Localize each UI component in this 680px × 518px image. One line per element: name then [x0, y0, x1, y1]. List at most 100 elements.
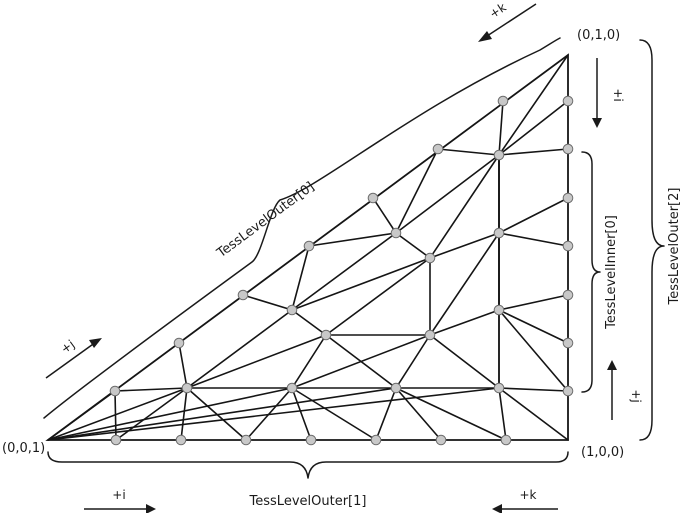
- brace-right-outer: [639, 39, 665, 441]
- mesh-edge-r2-i12: [498, 148, 569, 156]
- mesh-edge-i3-i7: [395, 334, 431, 389]
- mesh-vertex-i4: [493, 382, 505, 394]
- corner-label-top: (0,1,0): [577, 28, 620, 43]
- mesh-edge-A-i4: [47, 387, 500, 441]
- mesh-edge-r7-i4: [498, 387, 569, 392]
- mesh-edge-i4-i7: [429, 334, 500, 389]
- mesh-edge-r7-i8: [498, 309, 569, 392]
- mesh-edge-b7-i3: [395, 387, 507, 441]
- mesh-edge-i9-i12: [395, 154, 500, 234]
- mesh-edge-i6-i10: [325, 257, 431, 336]
- mesh-edge-h6-i12: [437, 148, 500, 156]
- mesh-edge-i1-i6: [186, 334, 327, 389]
- mesh-edge-r3-i11: [498, 197, 569, 234]
- mesh-vertex-h2: [173, 337, 185, 349]
- mesh-edge-h3-i5: [242, 294, 293, 311]
- arrow-label-bottom-i: +i: [112, 488, 125, 502]
- mesh-vertex-i12: [493, 149, 505, 161]
- mesh-vertex-r6: [562, 337, 574, 349]
- mesh-vertex-h3: [237, 289, 249, 301]
- arrow-bottom-k: [492, 504, 558, 514]
- mesh-vertices: [109, 95, 574, 446]
- mesh-vertex-i7: [424, 329, 436, 341]
- mesh-edge-b1-i1: [115, 387, 188, 441]
- arrow-down-i: [592, 58, 602, 128]
- mesh-edge-h6-i9: [395, 148, 439, 234]
- mesh-edge-i7-i8: [429, 309, 500, 336]
- mesh-vertex-h7: [497, 95, 509, 107]
- mesh-edge-h2-i1: [178, 342, 188, 389]
- arrow-label-diag-j: +j: [58, 337, 77, 356]
- mesh-edge-h5-i9: [372, 197, 397, 234]
- mesh-vertex-i11: [493, 227, 505, 239]
- arrow-diag-j: [45, 338, 102, 379]
- mesh-vertex-b7: [500, 434, 512, 446]
- mesh-edge-i5-i10: [291, 257, 431, 311]
- mesh-edge-r4-i11: [498, 232, 569, 247]
- mesh-vertex-r3: [562, 192, 574, 204]
- mesh-vertex-b3: [240, 434, 252, 446]
- label-tesslevelouter-1: TessLevelOuter[1]: [249, 494, 367, 509]
- arrow-label-bottom-k: +k: [519, 488, 536, 502]
- mesh-edge-i5-i9: [291, 232, 397, 311]
- mesh-edge-C-i12: [498, 54, 569, 156]
- mesh-edge-b5-i3: [375, 387, 397, 441]
- arrow-label-top-k: +k: [487, 0, 509, 21]
- mesh-edge-i7-i11: [429, 232, 500, 336]
- mesh-edge-h7-i12: [498, 100, 504, 156]
- mesh-edge-i3-i6: [325, 334, 397, 389]
- corner-label-bottom-left: (0,0,1): [2, 441, 45, 456]
- mesh-vertex-b6: [435, 434, 447, 446]
- mesh-edge-b5-i2: [291, 387, 377, 441]
- mesh-edges: [47, 54, 569, 441]
- mesh-vertex-r4: [562, 240, 574, 252]
- mesh-edge-h4-i9: [308, 232, 397, 247]
- mesh-edge-b7-i4: [498, 387, 507, 441]
- mesh-edge-A-i1: [47, 387, 188, 441]
- mesh-vertex-r5: [562, 289, 574, 301]
- mesh-vertex-i1: [181, 382, 193, 394]
- mesh-vertex-h4: [303, 240, 315, 252]
- arrow-label-down-i: +i: [611, 88, 625, 101]
- mesh-vertex-i2: [286, 382, 298, 394]
- mesh-vertex-i10: [424, 252, 436, 264]
- mesh-edge-i9-i10: [395, 232, 431, 259]
- mesh-edge-A-i2: [47, 387, 293, 441]
- mesh-vertex-h6: [432, 143, 444, 155]
- mesh-edge-r5-i8: [498, 294, 569, 311]
- mesh-vertex-r1: [562, 95, 574, 107]
- mesh-vertex-r2: [562, 143, 574, 155]
- mesh-edge-h4-i5: [291, 245, 310, 311]
- mesh-edge-h1-i1: [114, 387, 188, 392]
- arrow-up-j: [607, 360, 617, 420]
- mesh-vertex-b2: [175, 434, 187, 446]
- mesh-vertex-i6: [320, 329, 332, 341]
- mesh-edge-A-i3: [47, 387, 397, 441]
- mesh-vertex-b5: [370, 434, 382, 446]
- mesh-vertex-r7: [562, 385, 574, 397]
- mesh-edge-b4-i2: [291, 387, 312, 441]
- mesh-edge-i1-i5: [186, 309, 293, 389]
- mesh-edge-i5-i6: [291, 309, 327, 336]
- mesh-edge-b6-i3: [395, 387, 442, 441]
- mesh-edge-B-i4: [498, 387, 569, 441]
- brace-hypotenuse: [43, 37, 561, 419]
- mesh-vertex-b1: [110, 434, 122, 446]
- mesh-edge-i10-i12: [429, 154, 500, 259]
- label-tesslevelouter-2: TessLevelOuter[2]: [667, 188, 680, 306]
- mesh-vertex-h1: [109, 385, 121, 397]
- brace-bottom: [47, 451, 569, 479]
- mesh-edge-b2-i1: [180, 387, 188, 441]
- corner-label-bottom-right: (1,0,0): [581, 445, 624, 460]
- mesh-vertex-i5: [286, 304, 298, 316]
- arrow-bottom-i: [84, 504, 156, 514]
- mesh-edge-r6-i8: [498, 309, 569, 344]
- mesh-edge-b3-i1: [186, 387, 247, 441]
- label-tesslevelouter-0: TessLevelOuter[0]: [214, 179, 318, 261]
- mesh-edge-i10-i11: [429, 232, 500, 259]
- arrow-label-up-j: +j: [629, 389, 643, 402]
- mesh-edge-i2-i6: [291, 334, 327, 389]
- mesh-vertex-b4: [305, 434, 317, 446]
